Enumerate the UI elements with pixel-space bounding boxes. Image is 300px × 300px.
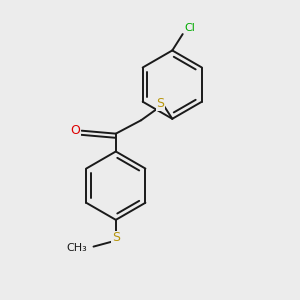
Text: O: O xyxy=(70,124,80,136)
Text: S: S xyxy=(156,98,164,110)
Text: Cl: Cl xyxy=(184,22,195,33)
Text: CH₃: CH₃ xyxy=(67,243,88,253)
Text: S: S xyxy=(112,231,120,244)
